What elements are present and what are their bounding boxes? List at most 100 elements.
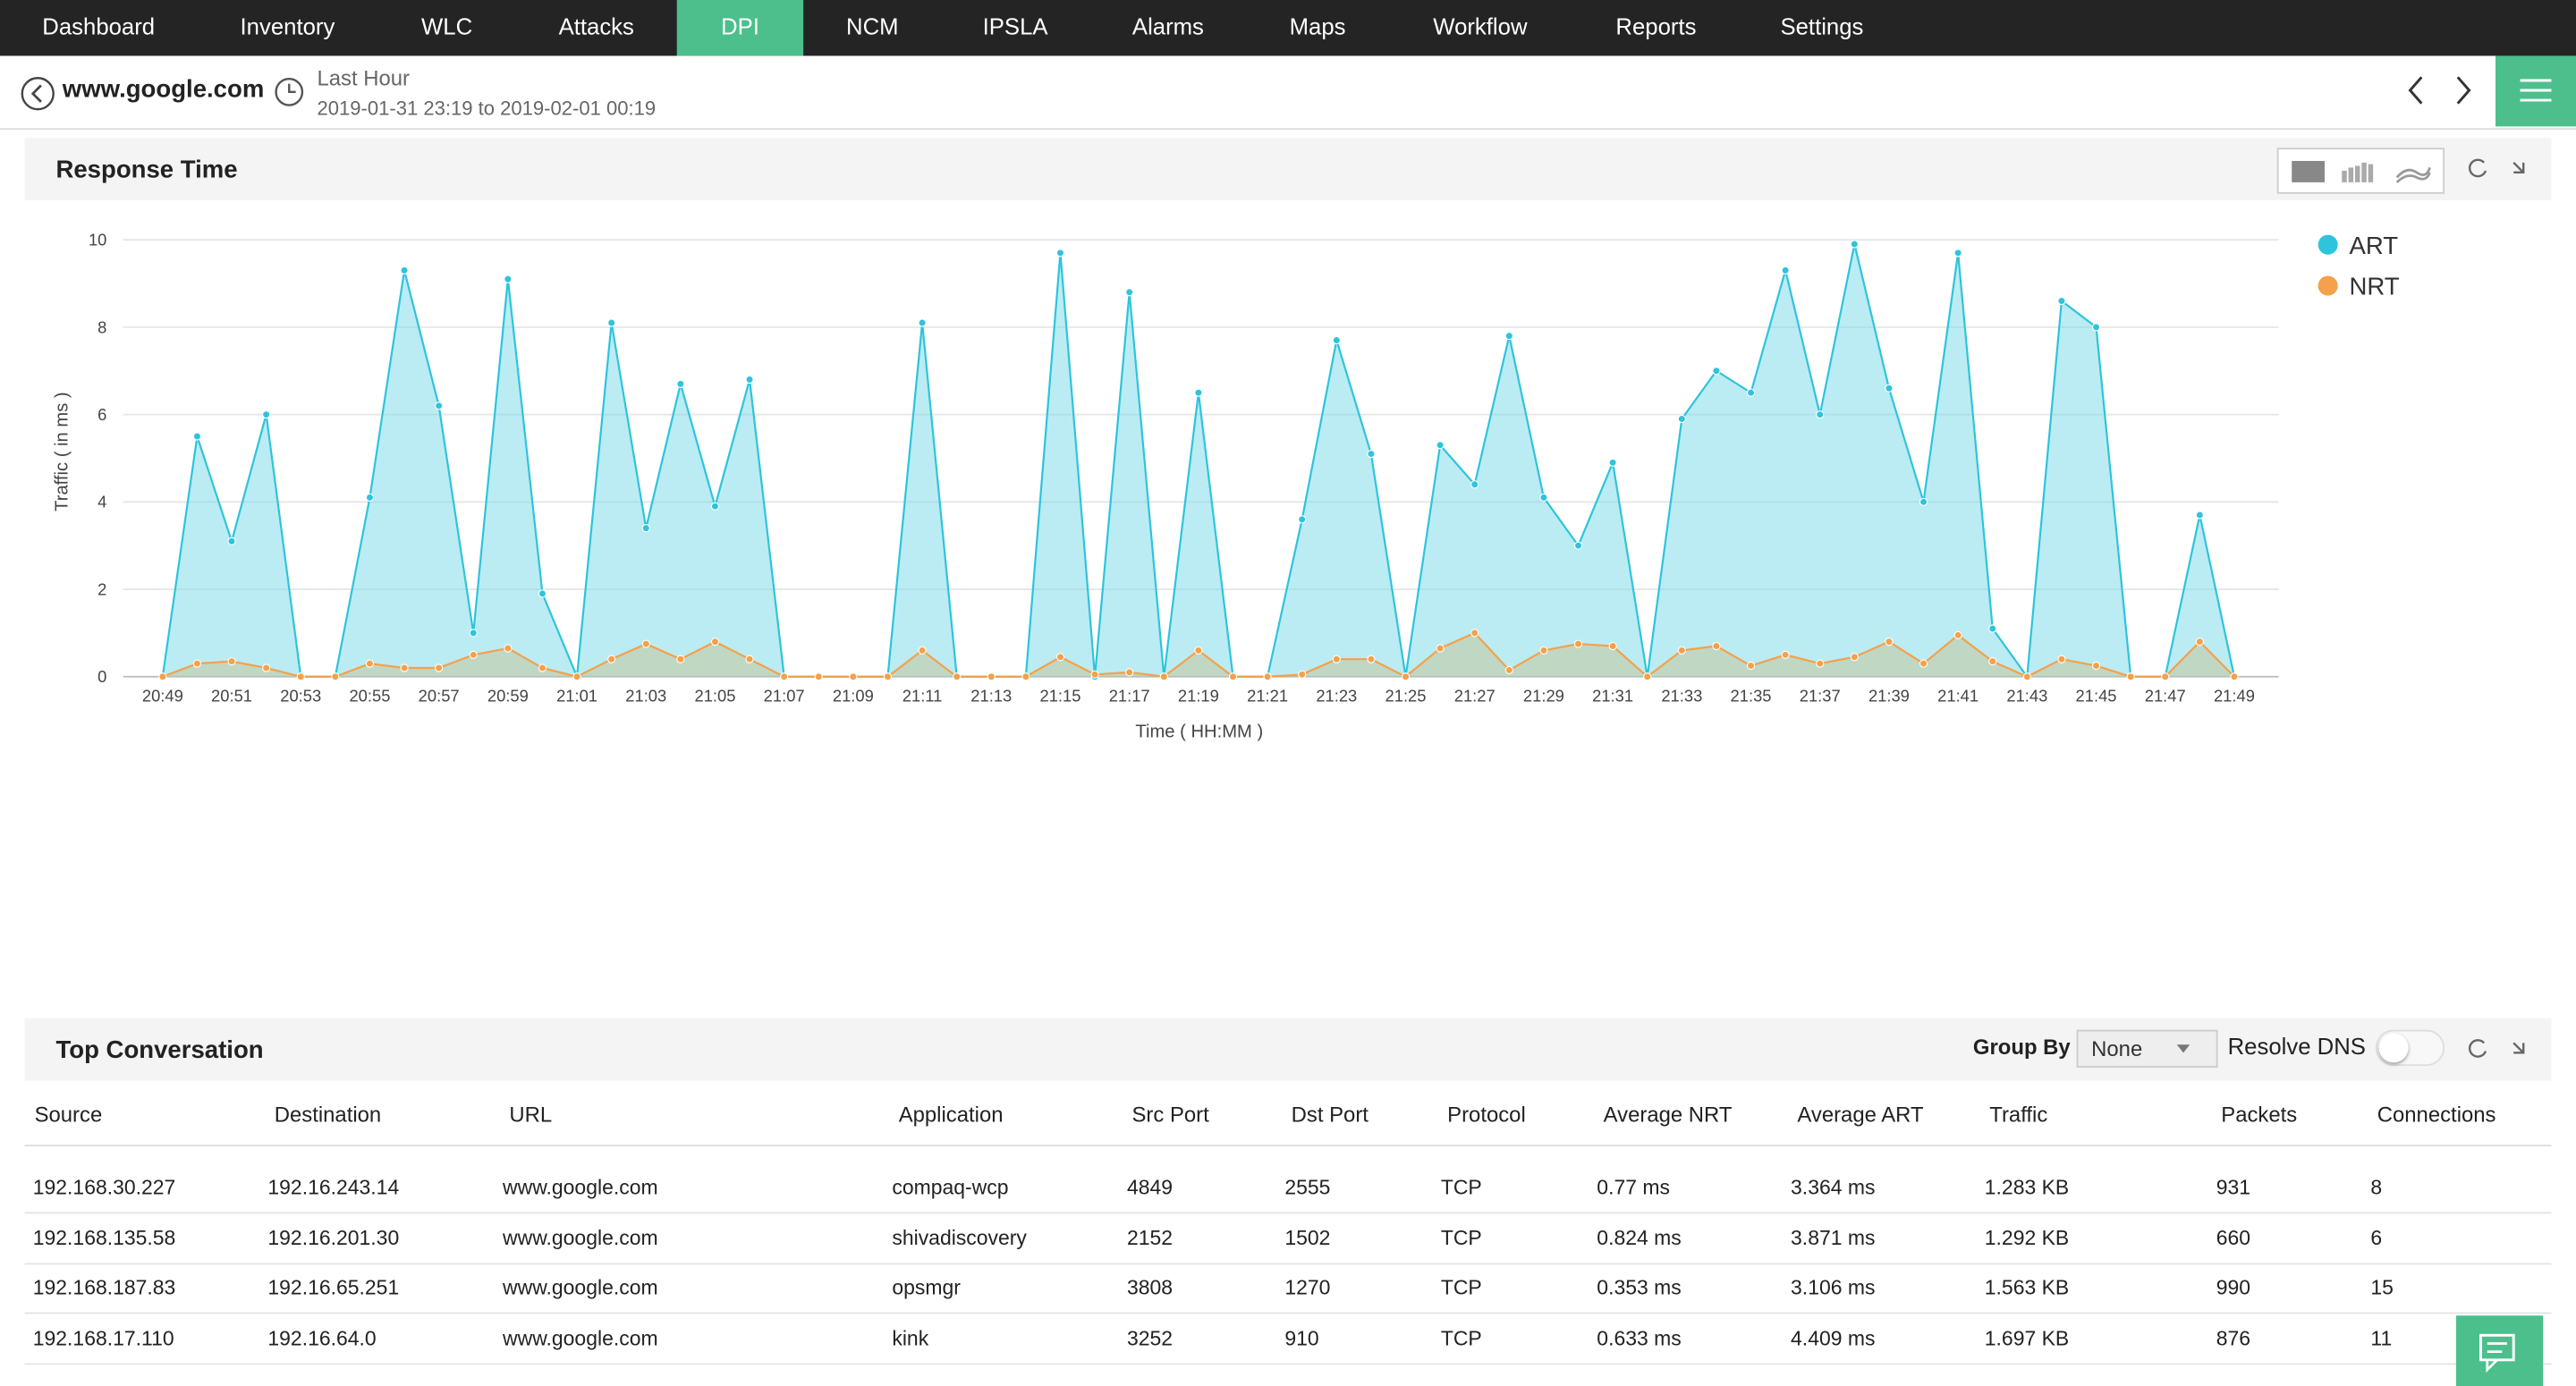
table-cell: 0.353 ms	[1597, 1276, 1682, 1299]
table-cell: opsmgr	[892, 1276, 961, 1299]
data-point	[538, 663, 547, 672]
data-point	[435, 401, 444, 410]
table-cell: 2152	[1127, 1226, 1174, 1249]
data-point	[1125, 668, 1134, 677]
data-point	[1194, 388, 1203, 397]
x-tick-label: 21:13	[970, 686, 1012, 705]
group-by-select[interactable]: None	[2076, 1029, 2218, 1068]
table-cell: 11	[2370, 1326, 2393, 1349]
x-tick-label: 21:37	[1800, 686, 1841, 705]
data-point	[1504, 332, 1513, 341]
column-header: Packets	[2221, 1102, 2298, 1128]
x-tick-label: 21:11	[902, 686, 943, 705]
panel-title: Top Conversation	[55, 1035, 264, 1065]
data-point	[262, 663, 271, 672]
table-cell: 3.106 ms	[1791, 1276, 1876, 1299]
resolve-dns-toggle[interactable]	[2375, 1029, 2445, 1067]
table-cell: 192.168.30.227	[32, 1176, 176, 1199]
y-tick-label: 2	[97, 579, 106, 598]
table-cell: www.google.com	[503, 1176, 658, 1199]
pager[interactable]	[2402, 72, 2484, 108]
period[interactable]: Last Hour	[317, 65, 411, 91]
nav-item[interactable]: Alarms	[1131, 13, 1204, 40]
x-tick-label: 21:43	[2006, 686, 2047, 705]
data-point	[331, 672, 340, 681]
data-point	[883, 672, 893, 681]
x-tick-label: 21:23	[1316, 686, 1357, 705]
data-point	[987, 672, 996, 681]
data-point	[745, 655, 754, 663]
area-fill	[162, 244, 2234, 677]
y-tick-label: 10	[89, 231, 106, 249]
nav-item[interactable]: Reports	[1615, 13, 1697, 40]
menu-button[interactable]	[2496, 55, 2576, 127]
nav-item[interactable]: DPI	[676, 0, 804, 56]
table-cell: 876	[2216, 1326, 2251, 1349]
x-tick-label: 21:01	[556, 686, 597, 705]
data-point	[814, 672, 823, 681]
x-tick-label: 21:19	[1178, 686, 1219, 705]
data-point	[2057, 296, 2066, 306]
x-tick-label: 20:57	[419, 686, 460, 705]
legend-label: NRT	[2350, 273, 2400, 300]
nav-item[interactable]: Dashboard	[42, 13, 156, 40]
clock-icon	[275, 77, 304, 106]
chart-type-switch[interactable]	[2276, 148, 2445, 194]
data-point	[400, 266, 409, 275]
row-line	[24, 1212, 2552, 1214]
data-point	[1781, 266, 1790, 275]
data-point	[2057, 655, 2066, 663]
table-cell: 6	[2370, 1226, 2383, 1249]
table-cell: 990	[2216, 1276, 2251, 1299]
data-point	[780, 672, 789, 681]
panel-tools[interactable]	[2462, 1035, 2528, 1064]
nav-item[interactable]: Workflow	[1433, 13, 1528, 40]
data-point	[1573, 639, 1583, 648]
data-point	[918, 646, 927, 655]
table-panel-header: Top Conversation Group By None Resolve D…	[24, 1018, 2552, 1081]
column-header: URL	[509, 1102, 553, 1128]
data-point	[641, 639, 650, 648]
chat-button[interactable]	[2455, 1315, 2544, 1386]
data-point	[2195, 638, 2204, 647]
data-point	[192, 659, 202, 668]
data-point	[435, 663, 444, 672]
nav-item[interactable]: NCM	[846, 13, 899, 40]
nav-item[interactable]: Attacks	[558, 13, 634, 40]
data-point	[1953, 630, 1962, 639]
table-cell: 910	[1284, 1326, 1319, 1349]
data-point	[1298, 670, 1307, 679]
table-cell: TCP	[1440, 1326, 1482, 1349]
data-point	[1470, 629, 1479, 638]
nav-item[interactable]: WLC	[421, 13, 473, 40]
panel-title: Response Time	[55, 156, 238, 184]
nav-item[interactable]: IPSLA	[982, 13, 1048, 40]
data-point	[1125, 288, 1134, 297]
nav-item[interactable]: Settings	[1780, 13, 1864, 40]
data-point	[1055, 249, 1065, 258]
x-tick-label: 21:15	[1040, 686, 1081, 705]
chart: Traffic ( in ms ) Time ( HH:MM ) 0 2 4 6 8 10…	[52, 231, 2400, 742]
header: www.google.com Last Hour 2019-01-31 23:1…	[0, 55, 2576, 131]
table-cell: shivadiscovery	[892, 1226, 1027, 1249]
data-point	[2022, 672, 2031, 681]
back-button[interactable]	[20, 75, 55, 111]
data-point	[1367, 449, 1376, 459]
data-point	[1781, 650, 1790, 659]
nav-bar: Dashboard Inventory WLC Attacks DPI NCM IPSLA A…	[0, 0, 2576, 56]
panel-tools[interactable]	[2462, 155, 2528, 184]
table-cell: 1270	[1284, 1276, 1331, 1299]
table-cell: 4.409 ms	[1791, 1326, 1876, 1349]
table-cell: 3252	[1127, 1326, 1174, 1349]
nav-item[interactable]: Inventory	[240, 13, 335, 40]
table-cell: 192.16.64.0	[267, 1326, 377, 1349]
y-tick-label: 8	[97, 317, 106, 336]
data-point	[1885, 384, 1894, 393]
data-point	[1712, 367, 1721, 376]
x-tick-label: 20:55	[349, 686, 390, 705]
column-header: Connections	[2377, 1102, 2496, 1128]
data-point	[1919, 497, 1928, 506]
table-cell: 8	[2370, 1176, 2383, 1199]
row-line	[24, 1262, 2552, 1264]
nav-item[interactable]: Maps	[1289, 13, 1346, 40]
